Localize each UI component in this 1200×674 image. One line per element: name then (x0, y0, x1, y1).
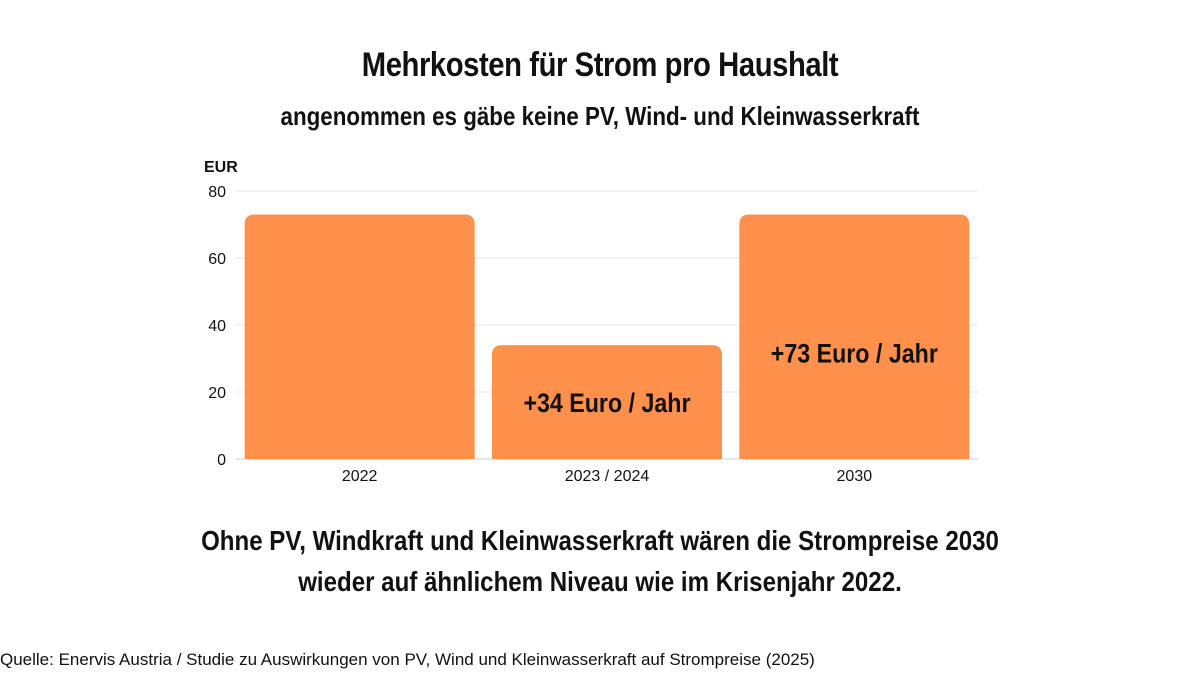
conclusion-line-1: Ohne PV, Windkraft und Kleinwasserkraft … (201, 525, 999, 556)
source-note: Quelle: Enervis Austria / Studie zu Ausw… (0, 650, 815, 669)
x-tick-label: 2030 (837, 468, 873, 485)
conclusion-line-2: wieder auf ähnlichem Niveau wie im Krise… (298, 566, 902, 597)
y-tick-label: 20 (208, 385, 226, 402)
data-label: +73 Euro / Jahr (771, 339, 938, 369)
bar-chart: EUR 0 20 40 60 80 2022 2023 / 2024 2030 +34 Eu… (204, 159, 978, 485)
y-tick-label: 40 (208, 318, 226, 335)
y-tick-label: 80 (208, 184, 226, 201)
conclusion-text: Ohne PV, Windkraft und Kleinwasserkraft … (84, 520, 1116, 602)
data-label: +34 Euro / Jahr (523, 389, 690, 419)
y-tick-label: 60 (208, 251, 226, 268)
bar-0 (244, 214, 475, 459)
y-tick-label: 0 (217, 452, 226, 469)
bar-2 (739, 214, 970, 459)
bar-1 (492, 345, 722, 459)
chart-subtitle: angenommen es gäbe keine PV, Wind- und K… (280, 101, 920, 131)
x-tick-label: 2022 (342, 468, 378, 485)
y-axis-label: EUR (204, 159, 238, 176)
chart-title: Mehrkosten für Strom pro Haushalt (361, 46, 839, 84)
x-tick-label: 2023 / 2024 (565, 468, 650, 485)
